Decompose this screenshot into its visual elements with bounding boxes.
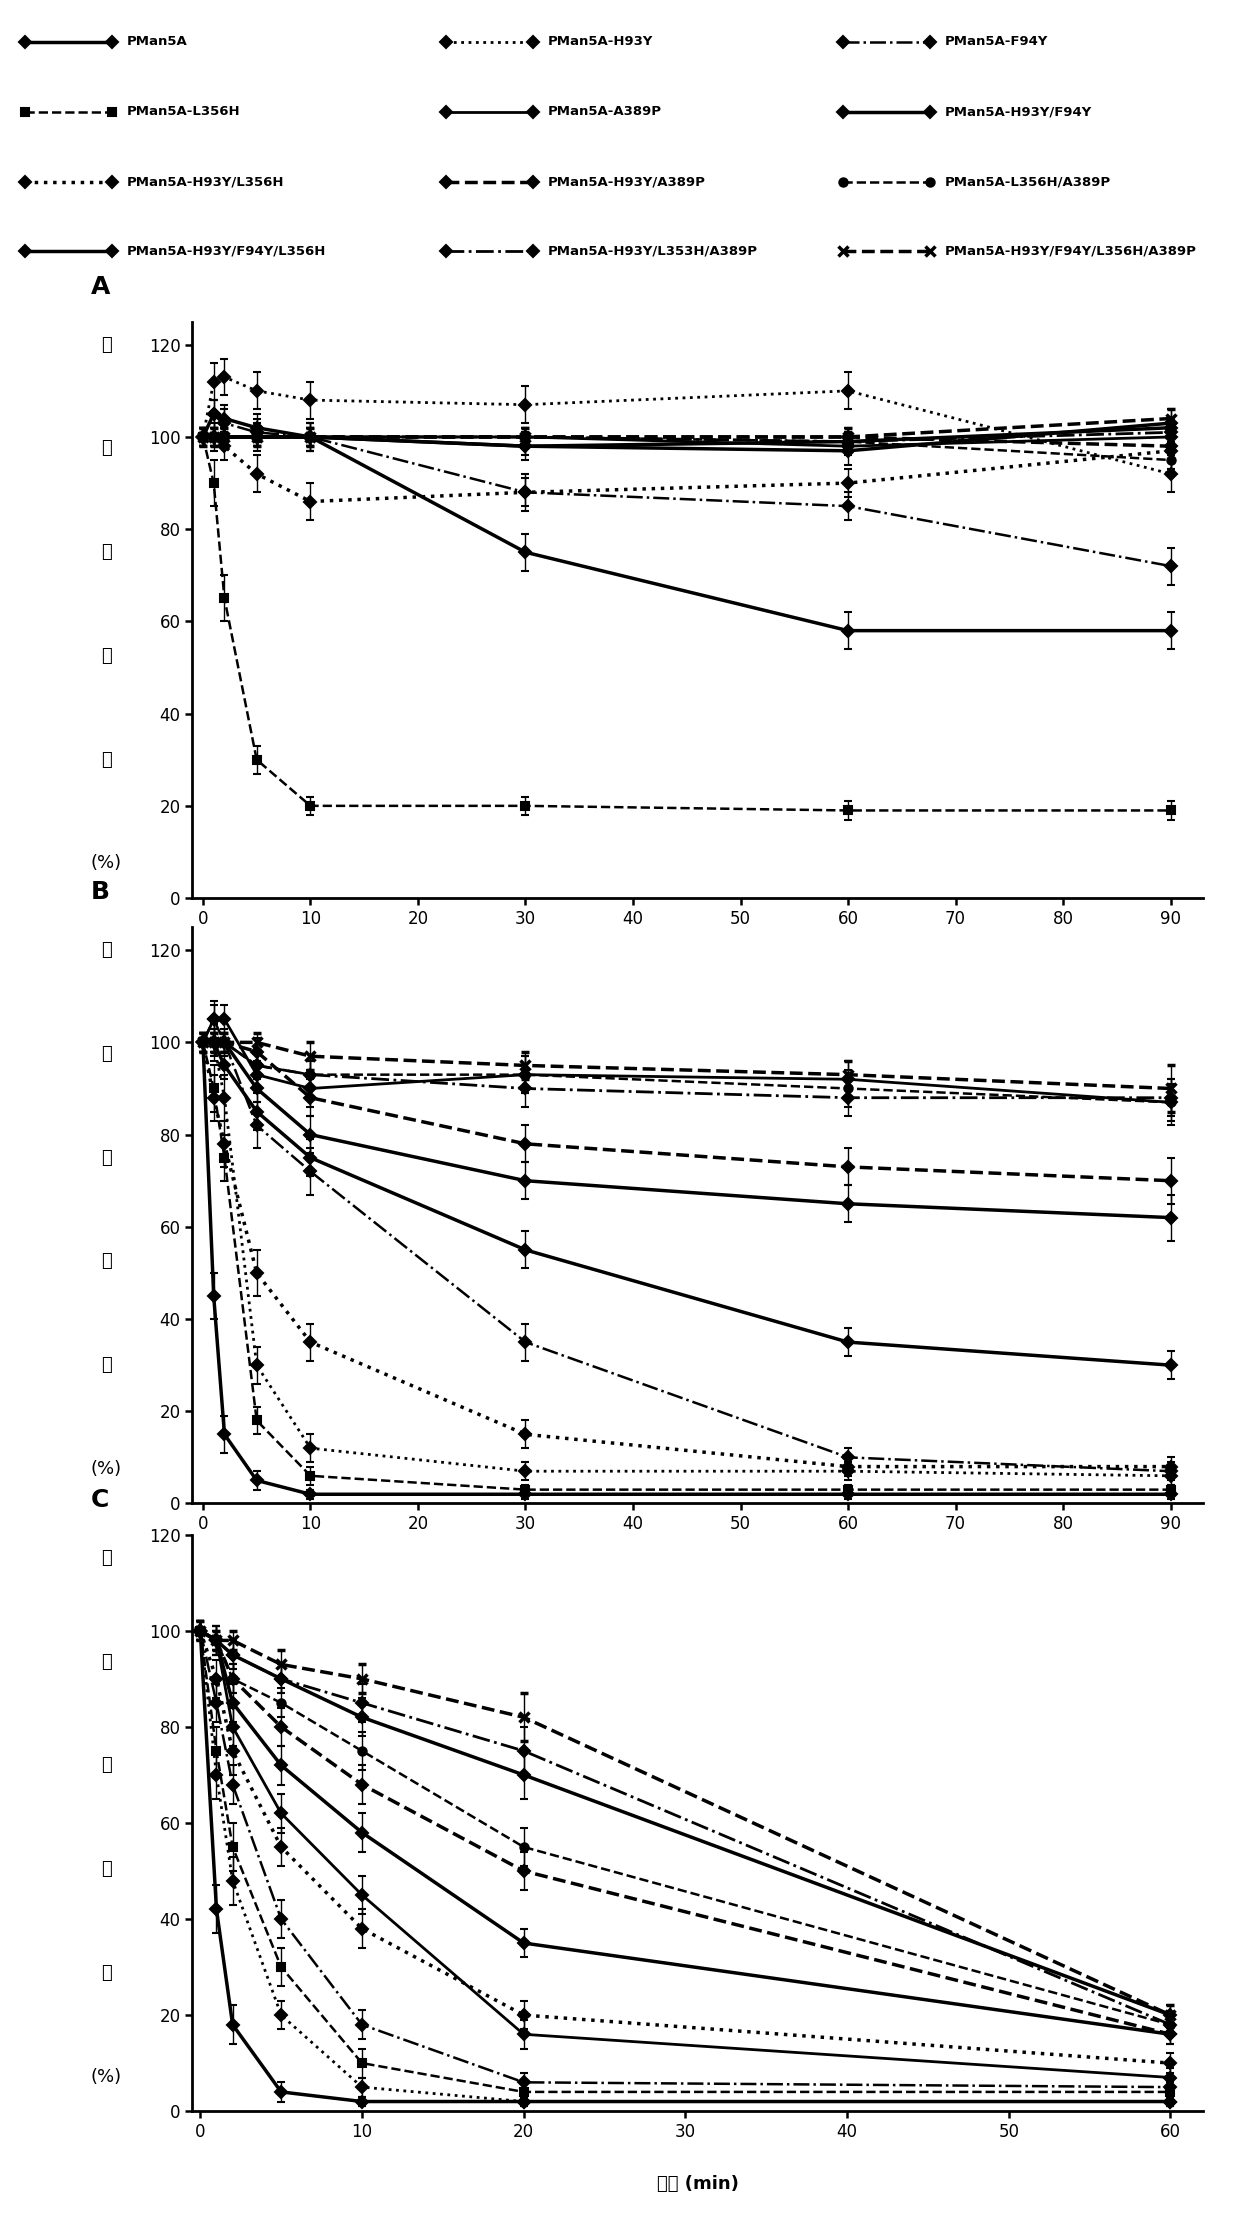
Text: 酶: 酶 [100,543,112,561]
Text: 时间 (min): 时间 (min) [656,2174,739,2192]
Text: 酶: 酶 [100,1756,112,1774]
Text: PMan5A-L356H: PMan5A-L356H [126,105,241,118]
Text: 对: 对 [100,1653,112,1671]
Text: C: C [91,1488,109,1512]
Text: 时间 (min): 时间 (min) [656,961,739,978]
Text: 时间 (min): 时间 (min) [656,1566,739,1584]
Text: PMan5A-A389P: PMan5A-A389P [548,105,662,118]
Text: PMan5A-H93Y/F94Y/L356H: PMan5A-H93Y/F94Y/L356H [126,246,326,257]
Text: 相: 相 [100,335,112,353]
Text: 活: 活 [100,648,112,666]
Text: 相: 相 [100,941,112,958]
Text: 力: 力 [100,1964,112,1982]
Text: A: A [91,275,110,299]
Text: 活: 活 [100,1253,112,1271]
Text: 酶: 酶 [100,1148,112,1166]
Text: 力: 力 [100,1356,112,1374]
Text: PMan5A-F94Y: PMan5A-F94Y [945,36,1048,49]
Text: PMan5A-H93Y/L356H: PMan5A-H93Y/L356H [126,174,284,188]
Text: PMan5A-H93Y/F94Y/L356H/A389P: PMan5A-H93Y/F94Y/L356H/A389P [945,246,1197,257]
Text: PMan5A: PMan5A [126,36,187,49]
Text: PMan5A-H93Y/A389P: PMan5A-H93Y/A389P [548,174,706,188]
Text: PMan5A-H93Y: PMan5A-H93Y [548,36,653,49]
Text: (%): (%) [91,853,122,873]
Text: PMan5A-L356H/A389P: PMan5A-L356H/A389P [945,174,1111,188]
Text: (%): (%) [91,1459,122,1479]
Text: 相: 相 [100,1548,112,1566]
Text: 对: 对 [100,1046,112,1063]
Text: (%): (%) [91,2066,122,2087]
Text: B: B [91,880,110,905]
Text: 对: 对 [100,440,112,458]
Text: PMan5A-H93Y/F94Y: PMan5A-H93Y/F94Y [945,105,1092,118]
Text: PMan5A-H93Y/L353H/A389P: PMan5A-H93Y/L353H/A389P [548,246,758,257]
Text: 力: 力 [100,751,112,768]
Text: 活: 活 [100,1861,112,1879]
